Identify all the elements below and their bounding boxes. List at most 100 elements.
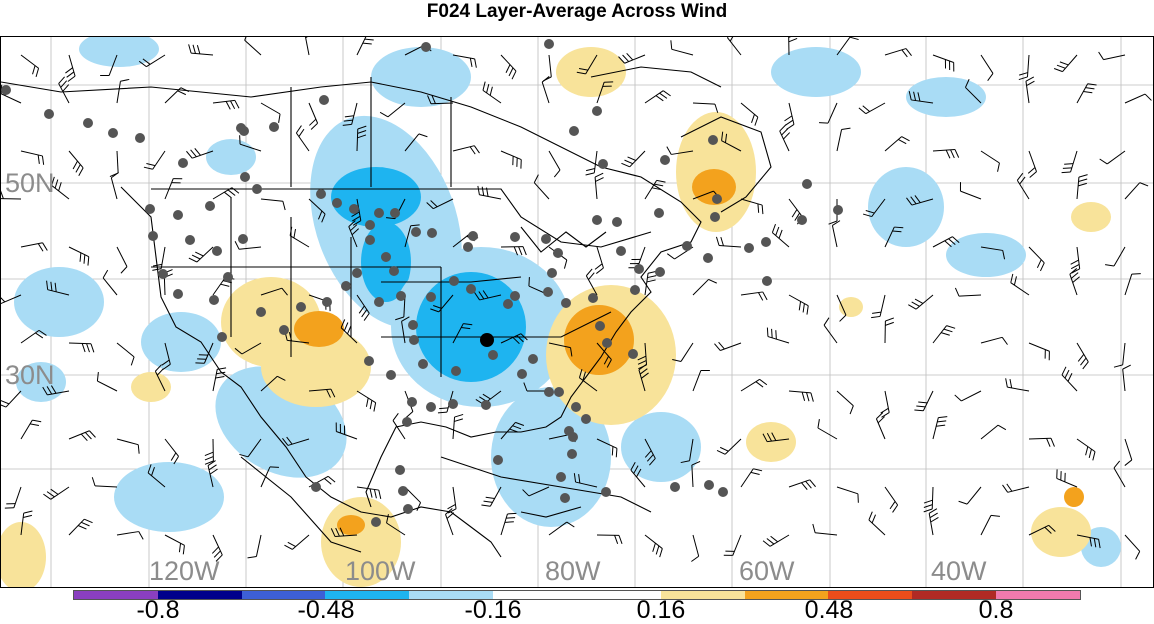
barb-flag: [779, 230, 782, 238]
wind-barb: [43, 487, 69, 499]
station-marker: [296, 302, 306, 312]
barb-flag: [714, 344, 720, 351]
barb-flag: [756, 382, 763, 387]
wind-barb: [1125, 94, 1151, 103]
wind-barb: [929, 509, 938, 535]
wind-barb: [933, 149, 959, 158]
wind-barb: [1003, 484, 1029, 492]
barb-flag: [945, 241, 952, 247]
wind-barb: [534, 175, 549, 199]
barb-flag: [438, 412, 447, 413]
barb-flag: [991, 515, 1000, 516]
barb-flag: [61, 81, 67, 88]
barb-flag: [288, 542, 296, 546]
barb-flag: [842, 128, 851, 129]
barb-flag: [1028, 168, 1035, 174]
barb-flag: [727, 37, 732, 38]
barb-flag: [171, 453, 176, 461]
station-marker: [364, 356, 374, 366]
barb-staff: [768, 337, 789, 343]
barb-flag: [120, 79, 129, 81]
wind-barb: [1028, 151, 1036, 178]
wind-barb: [478, 186, 501, 199]
barb-staff: [693, 103, 715, 104]
station-marker: [209, 295, 219, 305]
barb-flag: [178, 91, 186, 95]
wind-barb: [1, 391, 21, 407]
barb-flag: [628, 157, 636, 161]
station-marker: [421, 42, 431, 52]
station-marker: [592, 215, 602, 225]
barb-staff: [95, 486, 117, 487]
barb-flag: [483, 82, 485, 91]
wind-barb: [1125, 183, 1148, 199]
barb-flag: [721, 237, 724, 246]
barb-flag: [507, 513, 516, 514]
barb-flag: [660, 549, 663, 558]
barb-flag: [484, 501, 493, 502]
wind-barb: [117, 247, 127, 273]
barb-staff: [117, 247, 127, 267]
barb-staff: [21, 330, 39, 343]
wind-barb: [21, 420, 41, 439]
barb-flag: [419, 134, 428, 137]
map-panel[interactable]: 50N 30N 120W 100W 80W 60W 40W: [0, 36, 1154, 588]
barb-flag: [43, 494, 50, 499]
barb-staff: [1007, 387, 1029, 391]
barb-flag: [1079, 175, 1088, 177]
barb-flag: [189, 258, 197, 262]
barb-flag: [758, 293, 762, 301]
wind-barb: [248, 535, 261, 558]
barb-flag: [691, 556, 698, 561]
wind-barb: [117, 439, 139, 454]
barb-staff: [981, 337, 1002, 343]
wind-barb: [955, 288, 981, 296]
lat-label-50n: 50N: [5, 169, 55, 197]
wind-barb: [981, 151, 999, 172]
barb-flag: [279, 114, 280, 123]
barb-flag: [81, 522, 89, 526]
shading-region: [564, 305, 634, 375]
station-marker: [349, 204, 359, 214]
shading-region: [131, 372, 171, 402]
barb-staff: [165, 535, 184, 545]
shading-region: [14, 267, 104, 337]
barb-flag: [869, 512, 872, 520]
barb-flag: [947, 326, 956, 329]
barb-flag: [1125, 460, 1132, 466]
barb-flag: [36, 68, 39, 77]
wind-barb: [117, 532, 143, 540]
barb-staff: [213, 277, 226, 295]
wind-barb: [981, 515, 1000, 535]
colorbar-label-neg-0-16: -0.16: [465, 596, 522, 624]
barb-flag: [38, 155, 39, 164]
barb-flag: [366, 398, 368, 407]
wind-barb: [693, 370, 710, 391]
wind-barb: [189, 44, 213, 55]
station-marker: [426, 402, 436, 412]
barb-staff: [549, 151, 560, 170]
colorbar-label-0-16: 0.16: [637, 596, 686, 624]
barb-flag: [893, 505, 898, 512]
wind-barb: [885, 49, 912, 57]
wind-barb: [763, 535, 789, 546]
shading-region: [771, 47, 861, 97]
map-canvas: [1, 37, 1154, 588]
barb-staff: [290, 236, 309, 247]
wind-barb: [103, 270, 117, 295]
station-marker: [712, 194, 722, 204]
barb-flag: [1080, 358, 1086, 365]
station-marker: [588, 293, 598, 303]
station-marker: [463, 242, 473, 252]
barb-flag: [717, 450, 725, 454]
wind-barb: [741, 379, 767, 391]
barb-staff: [1029, 438, 1051, 439]
barb-flag: [191, 150, 197, 157]
barb-flag: [1017, 173, 1022, 180]
shading-region: [206, 139, 256, 175]
barb-flag: [912, 302, 920, 306]
barb-flag: [88, 257, 89, 266]
barb-staff: [932, 487, 933, 509]
barb-staff: [69, 247, 89, 257]
station-marker: [178, 158, 188, 168]
